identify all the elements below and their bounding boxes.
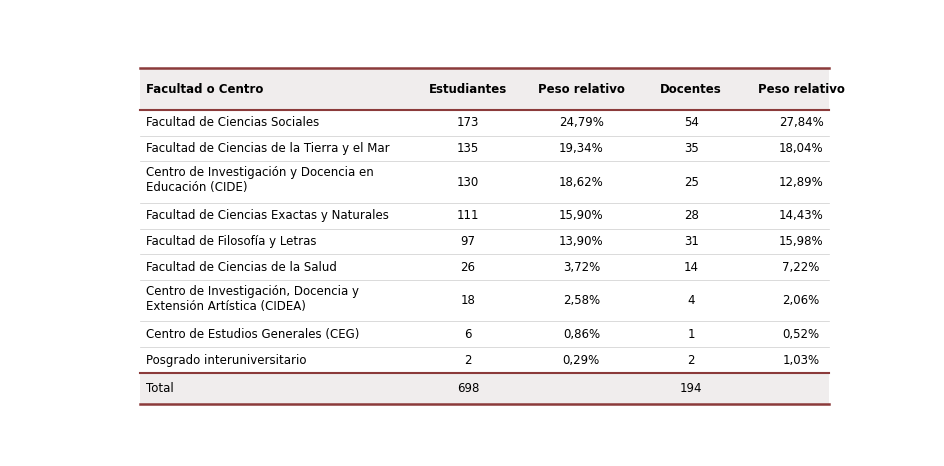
- Text: 18,62%: 18,62%: [559, 176, 603, 189]
- Text: 35: 35: [683, 142, 698, 155]
- Text: Peso relativo: Peso relativo: [537, 82, 624, 96]
- Text: Centro de Estudios Generales (CEG): Centro de Estudios Generales (CEG): [145, 328, 359, 341]
- Text: 13,90%: 13,90%: [559, 235, 603, 248]
- Text: 0,29%: 0,29%: [562, 354, 599, 367]
- Text: 31: 31: [683, 235, 698, 248]
- Text: 54: 54: [683, 116, 698, 129]
- Text: Estudiantes: Estudiantes: [429, 82, 506, 96]
- Text: Posgrado interuniversitario: Posgrado interuniversitario: [145, 354, 306, 367]
- Text: 25: 25: [683, 176, 698, 189]
- Text: 18,04%: 18,04%: [778, 142, 822, 155]
- Text: 135: 135: [456, 142, 479, 155]
- Text: 4: 4: [686, 295, 694, 307]
- Text: 3,72%: 3,72%: [562, 261, 599, 274]
- Text: Facultad de Ciencias Sociales: Facultad de Ciencias Sociales: [145, 116, 319, 129]
- Text: 0,52%: 0,52%: [782, 328, 818, 341]
- Text: 6: 6: [464, 328, 471, 341]
- Text: Docentes: Docentes: [660, 82, 721, 96]
- Text: Centro de Investigación y Docencia en
Educación (CIDE): Centro de Investigación y Docencia en Ed…: [145, 166, 373, 194]
- Text: 194: 194: [680, 382, 701, 395]
- Text: Facultad o Centro: Facultad o Centro: [145, 82, 263, 96]
- Text: Peso relativo: Peso relativo: [757, 82, 844, 96]
- Text: Centro de Investigación, Docencia y
Extensión Artística (CIDEA): Centro de Investigación, Docencia y Exte…: [145, 285, 359, 313]
- Text: 2,06%: 2,06%: [782, 295, 818, 307]
- Text: 97: 97: [460, 235, 475, 248]
- Text: 19,34%: 19,34%: [559, 142, 603, 155]
- Text: 27,84%: 27,84%: [778, 116, 822, 129]
- Text: 15,98%: 15,98%: [778, 235, 822, 248]
- Text: 1: 1: [686, 328, 694, 341]
- Text: 18: 18: [460, 295, 475, 307]
- Text: 2: 2: [464, 354, 471, 367]
- Text: 24,79%: 24,79%: [558, 116, 603, 129]
- Text: 2,58%: 2,58%: [563, 295, 599, 307]
- Text: 7,22%: 7,22%: [782, 261, 818, 274]
- Text: Facultad de Ciencias de la Salud: Facultad de Ciencias de la Salud: [145, 261, 336, 274]
- Text: 15,90%: 15,90%: [559, 209, 603, 222]
- Text: Facultad de Filosofía y Letras: Facultad de Filosofía y Letras: [145, 235, 316, 248]
- Text: 26: 26: [460, 261, 475, 274]
- Text: 0,86%: 0,86%: [563, 328, 599, 341]
- Text: Facultad de Ciencias de la Tierra y el Mar: Facultad de Ciencias de la Tierra y el M…: [145, 142, 389, 155]
- Bar: [140, 373, 828, 404]
- Text: 14: 14: [683, 261, 698, 274]
- Text: 2: 2: [686, 354, 694, 367]
- Text: 698: 698: [456, 382, 479, 395]
- Text: Total: Total: [145, 382, 174, 395]
- Text: 28: 28: [683, 209, 698, 222]
- Text: Facultad de Ciencias Exactas y Naturales: Facultad de Ciencias Exactas y Naturales: [145, 209, 388, 222]
- Text: 12,89%: 12,89%: [778, 176, 822, 189]
- Text: 1,03%: 1,03%: [782, 354, 818, 367]
- Text: 111: 111: [456, 209, 479, 222]
- Text: 14,43%: 14,43%: [778, 209, 822, 222]
- Text: 130: 130: [456, 176, 479, 189]
- Text: 173: 173: [456, 116, 479, 129]
- Bar: [140, 69, 828, 110]
